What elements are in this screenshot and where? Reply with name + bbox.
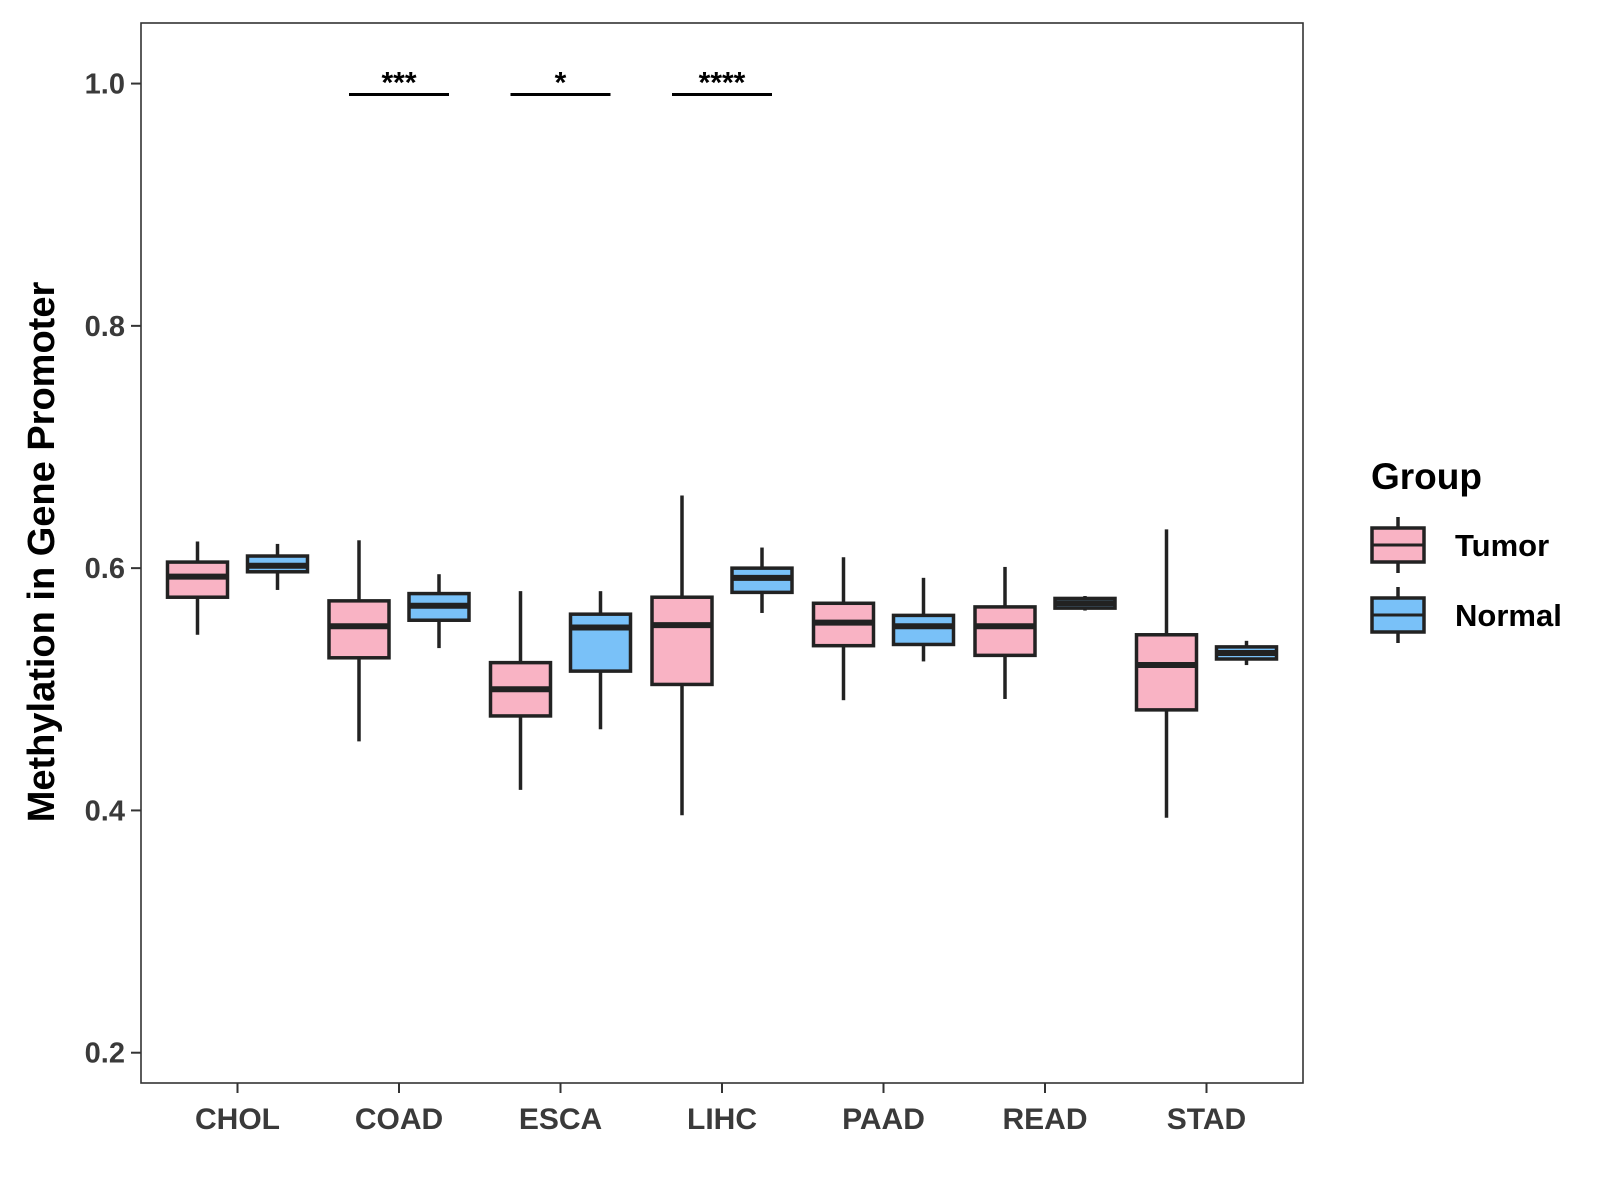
- significance-annotations: *** * ****: [349, 66, 772, 99]
- box-tumor-read: [973, 566, 1037, 699]
- box-normal-read: [1053, 596, 1117, 611]
- legend-title: Group: [1371, 456, 1482, 497]
- y-tick-label: 0.2: [85, 1038, 125, 1070]
- box-normal-esca: [568, 591, 633, 730]
- x-tick-label: CHOL: [195, 1103, 280, 1136]
- box-normal-chol: [245, 543, 310, 590]
- significance-label: *: [555, 66, 567, 99]
- y-tick-label: 1.0: [85, 69, 125, 101]
- legend-label: Tumor: [1455, 528, 1549, 563]
- box-tumor-stad: [1134, 529, 1199, 818]
- x-tick-label: READ: [1002, 1103, 1087, 1136]
- box-tumor-lihc: [650, 495, 714, 816]
- box-normal-stad: [1214, 640, 1279, 666]
- box-normal-coad: [407, 574, 471, 649]
- y-tick-label: 0.8: [85, 311, 125, 343]
- y-axis-title: Methylation in Gene Promoter: [21, 282, 63, 823]
- box-body: [568, 612, 633, 673]
- x-tick-label: STAD: [1167, 1103, 1246, 1136]
- box-tumor-coad: [327, 540, 391, 742]
- significance-label: ****: [699, 66, 746, 99]
- box-body: [650, 595, 714, 687]
- box-series: [165, 495, 1279, 818]
- significance-label: ***: [381, 66, 416, 99]
- legend-item-tumor: Tumor: [1370, 517, 1549, 573]
- legend-item-normal: Normal: [1370, 587, 1562, 643]
- y-tick-label: 0.4: [85, 795, 125, 827]
- y-axis: 0.2 0.4 0.6 0.8 1.0: [85, 69, 141, 1070]
- box-tumor-chol: [165, 541, 230, 635]
- box-body: [327, 599, 391, 660]
- x-tick-label: ESCA: [519, 1103, 602, 1136]
- box-body: [973, 605, 1037, 658]
- legend: Group Tumor Normal: [1370, 456, 1562, 643]
- legend-label: Normal: [1455, 598, 1562, 633]
- box-tumor-paad: [811, 557, 876, 701]
- x-tick-label: COAD: [355, 1103, 443, 1136]
- box-normal-lihc: [730, 547, 794, 613]
- y-tick-label: 0.6: [85, 553, 125, 585]
- box-tumor-esca: [488, 591, 553, 790]
- x-tick-label: LIHC: [687, 1103, 757, 1136]
- x-tick-label: PAAD: [842, 1103, 925, 1136]
- box-body: [891, 613, 956, 647]
- box-normal-paad: [891, 577, 956, 662]
- box-body: [165, 560, 230, 599]
- box-body: [1134, 633, 1199, 712]
- x-axis: CHOL COAD ESCA LIHC PAAD READ STAD: [195, 1083, 1246, 1136]
